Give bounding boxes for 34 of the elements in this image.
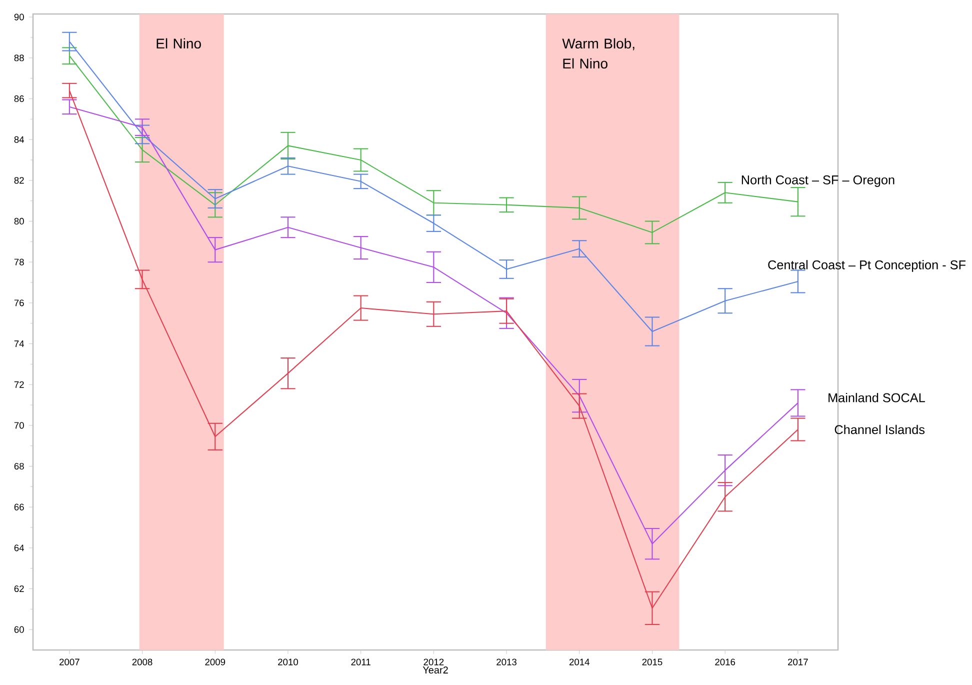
x-tick-label: 2008 <box>132 658 152 666</box>
x-tick-label: 2014 <box>569 658 590 666</box>
x-tick-label: 2012 <box>424 658 444 666</box>
y-tick-label: 60 <box>14 626 24 633</box>
y-tick-label: 88 <box>14 54 24 62</box>
series-label: North Coast – SF – Oregon <box>742 175 894 187</box>
y-tick-label: 84 <box>14 136 24 143</box>
y-tick-label: 90 <box>14 14 24 20</box>
y-tick-label: 74 <box>14 340 24 347</box>
x-tick-label: 2013 <box>496 658 516 666</box>
x-tick-label: 2015 <box>642 658 662 666</box>
y-tick-label: 76 <box>14 300 24 306</box>
band-label: Warm Blob, El Nino <box>562 38 634 69</box>
y-tick-label: 86 <box>14 95 24 102</box>
x-tick-label: 2011 <box>351 658 370 666</box>
x-tick-label: 2007 <box>60 658 80 666</box>
y-tick-label: 78 <box>14 258 24 266</box>
text: Channel Islands <box>834 424 925 434</box>
y-tick-label: 80 <box>14 218 24 225</box>
y-tick-label: 66 <box>14 504 24 510</box>
x-axis-title: Year2 <box>422 666 448 674</box>
y-tick-label: 62 <box>14 585 24 592</box>
x-tick-label: 2016 <box>715 658 736 666</box>
y-tick-label: 70 <box>14 422 24 429</box>
x-tick-label: 2017 <box>788 658 808 666</box>
y-tick-label: 82 <box>14 177 24 184</box>
band-label: El Nino <box>156 38 201 49</box>
y-tick-label: 68 <box>14 462 24 470</box>
x-tick-label: 2009 <box>205 658 226 666</box>
series-label: Central Coast – Pt Conception - SF <box>768 260 966 272</box>
y-tick-label: 72 <box>14 381 24 388</box>
x-tick-label: 2010 <box>278 658 298 666</box>
y-tick-label: 64 <box>14 544 24 552</box>
text: Mainland SOCAL <box>828 392 925 402</box>
